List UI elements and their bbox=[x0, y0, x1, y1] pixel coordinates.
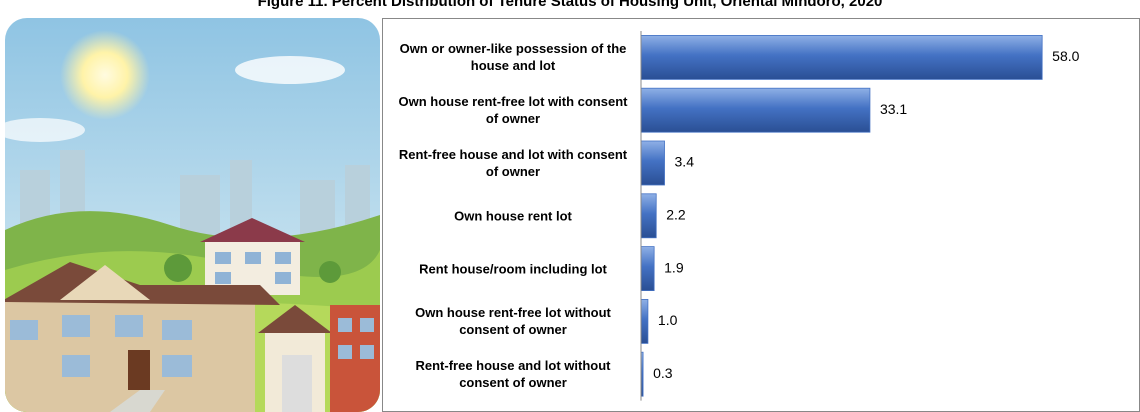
value-label: 1.0 bbox=[658, 312, 678, 328]
chart-title: Figure 11. Percent Distribution of Tenur… bbox=[257, 0, 883, 10]
illustration bbox=[5, 18, 380, 412]
bar bbox=[640, 193, 657, 239]
value-label: 33.1 bbox=[880, 101, 907, 117]
category-label: Rent house/room including lot bbox=[419, 261, 607, 277]
bar bbox=[640, 35, 1043, 80]
bar bbox=[640, 87, 871, 133]
value-label: 3.4 bbox=[675, 154, 695, 170]
value-label: 0.3 bbox=[653, 365, 673, 381]
category-label: Own house rent-free lot without consent … bbox=[415, 305, 611, 338]
category-label: Own house rent lot bbox=[454, 208, 572, 224]
bar bbox=[640, 298, 649, 344]
category-label: Own or owner-like possession of the hous… bbox=[399, 41, 627, 74]
value-label: 2.2 bbox=[666, 207, 686, 223]
bar bbox=[640, 246, 655, 292]
category-label: Rent-free house and lot with consent of … bbox=[398, 147, 628, 179]
category-label: Own house rent-free lot with consent of … bbox=[398, 94, 628, 127]
value-label: 58.0 bbox=[1052, 48, 1079, 64]
bar bbox=[640, 140, 665, 186]
category-label: Rent-free house and lot without consent … bbox=[415, 358, 611, 391]
value-label: 1.9 bbox=[664, 259, 684, 275]
